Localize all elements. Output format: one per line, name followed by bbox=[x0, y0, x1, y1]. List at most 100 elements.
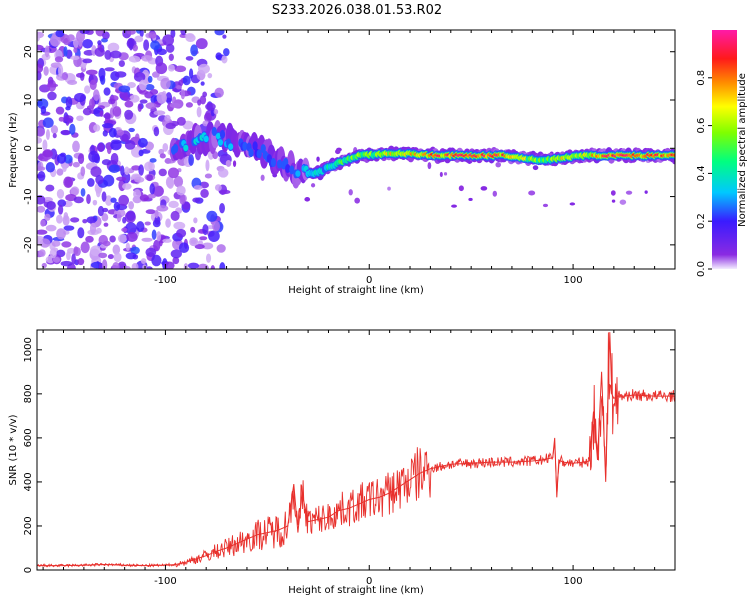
noise-blob bbox=[154, 209, 159, 219]
noise-blob bbox=[46, 83, 59, 88]
noise-blob bbox=[109, 235, 116, 243]
noise-blob bbox=[138, 79, 147, 91]
noise-blob bbox=[162, 238, 172, 243]
noise-blob bbox=[492, 190, 498, 197]
noise-blob bbox=[139, 194, 149, 202]
noise-blob bbox=[122, 183, 132, 190]
noise-blob bbox=[93, 89, 100, 101]
noise-blob bbox=[159, 153, 166, 159]
noise-blob bbox=[316, 156, 320, 162]
colorbar-tick-label: 0.0 bbox=[696, 261, 707, 277]
noise-blob bbox=[56, 168, 64, 176]
noise-blob bbox=[174, 65, 187, 73]
noise-blob bbox=[427, 162, 432, 170]
noise-blob bbox=[170, 210, 180, 221]
noise-blob bbox=[304, 197, 311, 202]
noise-blob bbox=[61, 71, 69, 81]
noise-blob bbox=[122, 216, 127, 224]
noise-blob bbox=[180, 89, 186, 100]
noise-blob bbox=[37, 205, 46, 213]
noise-blob bbox=[70, 217, 80, 223]
noise-blob bbox=[44, 213, 51, 221]
noise-blob bbox=[98, 67, 106, 80]
noise-blob bbox=[90, 245, 102, 257]
snr-xtick-label: -100 bbox=[154, 576, 177, 587]
noise-blob bbox=[185, 102, 193, 108]
noise-blob bbox=[37, 127, 46, 137]
snr-frame bbox=[36, 329, 676, 571]
noise-blob bbox=[104, 50, 112, 60]
noise-blob bbox=[113, 201, 121, 211]
noise-blob bbox=[439, 171, 443, 178]
spectrogram-ytick-label: 10 bbox=[23, 94, 34, 107]
noise-blob bbox=[160, 77, 171, 90]
noise-blob bbox=[190, 44, 198, 57]
noise-blob bbox=[95, 187, 101, 198]
snr-panel: -100 0 100 0 200 400 600 800 1000 Height of str… bbox=[8, 329, 676, 596]
noise-blob bbox=[80, 166, 86, 177]
colorbar-tick-label: 0.8 bbox=[696, 70, 707, 86]
noise-blob bbox=[60, 260, 73, 267]
spectrogram-x-axis-label: Height of straight line (km) bbox=[288, 285, 424, 296]
noise-blob bbox=[144, 221, 151, 226]
spectrogram-heatmap bbox=[37, 30, 675, 269]
noise-blob bbox=[214, 87, 224, 98]
noise-blob bbox=[156, 91, 167, 104]
spectrogram-ytick-label: -10 bbox=[23, 188, 34, 204]
noise-blob bbox=[138, 149, 144, 157]
noise-blob bbox=[165, 218, 171, 228]
noise-blob bbox=[77, 258, 85, 266]
noise-blob bbox=[214, 30, 225, 36]
noise-blob bbox=[611, 199, 616, 203]
noise-blob bbox=[158, 168, 167, 177]
noise-blob bbox=[146, 174, 153, 182]
noise-blob bbox=[156, 231, 162, 242]
noise-blob bbox=[134, 35, 144, 43]
noise-blob bbox=[172, 256, 180, 265]
noise-blob bbox=[133, 72, 146, 82]
noise-blob bbox=[37, 63, 44, 74]
noise-blob bbox=[69, 123, 76, 136]
noise-blob bbox=[134, 176, 145, 183]
noise-blob bbox=[77, 227, 85, 239]
noise-blob bbox=[98, 252, 108, 259]
noise-blob bbox=[132, 44, 138, 52]
noise-blob bbox=[101, 259, 108, 269]
noise-blob bbox=[116, 176, 127, 182]
noise-blob bbox=[202, 224, 209, 236]
noise-blob bbox=[108, 164, 120, 173]
snr-y-axis-label: SNR (10 * v/v) bbox=[8, 414, 19, 485]
noise-blob bbox=[147, 75, 153, 83]
noise-blob bbox=[139, 30, 144, 38]
noise-blob bbox=[102, 130, 108, 137]
noise-blob bbox=[82, 58, 93, 64]
noise-blob bbox=[124, 100, 134, 108]
ridge-core bbox=[289, 165, 295, 175]
noise-blob bbox=[63, 115, 74, 123]
noise-blob bbox=[217, 168, 229, 178]
noise-blob bbox=[63, 176, 73, 188]
noise-blob bbox=[45, 184, 55, 192]
noise-blob bbox=[101, 191, 107, 202]
noise-blob bbox=[569, 202, 576, 206]
noise-blob bbox=[140, 258, 147, 264]
noise-blob bbox=[542, 203, 549, 208]
snr-line-layer bbox=[37, 332, 675, 569]
noise-blob bbox=[180, 30, 187, 36]
snr-ytick-label: 0 bbox=[23, 567, 34, 573]
noise-blob bbox=[76, 115, 84, 122]
snr-ytick-label: 1000 bbox=[23, 337, 34, 362]
noise-blob bbox=[42, 117, 54, 129]
noise-blob bbox=[182, 75, 191, 86]
spectrogram-x-ticks: -100 0 100 bbox=[42, 30, 676, 286]
spectrogram-ytick-label: -20 bbox=[23, 237, 34, 253]
noise-blob bbox=[103, 174, 115, 187]
noise-blob bbox=[199, 95, 207, 105]
noise-blob bbox=[354, 197, 360, 204]
noise-blob bbox=[104, 112, 111, 120]
noise-blob bbox=[102, 240, 111, 247]
noise-blob bbox=[97, 40, 102, 46]
noise-blob bbox=[79, 30, 90, 35]
noise-blob bbox=[107, 254, 114, 260]
noise-blob bbox=[40, 219, 46, 227]
